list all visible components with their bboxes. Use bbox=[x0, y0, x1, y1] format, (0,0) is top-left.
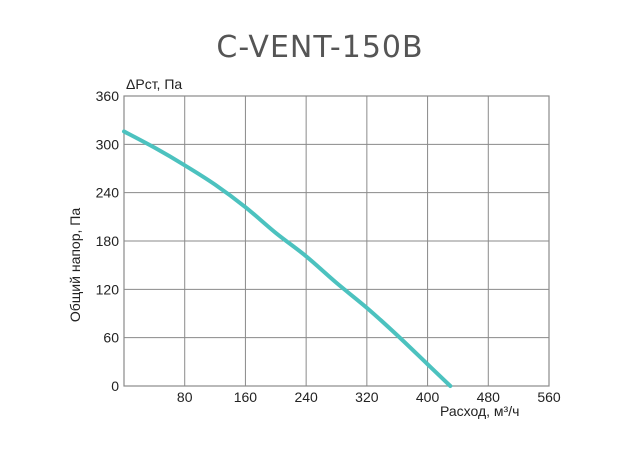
y-tick-labels: 0 60 120 180 240 300 360 bbox=[96, 88, 120, 394]
x-axis-label: Расход, м³/ч bbox=[440, 403, 519, 419]
y-tick-label: 360 bbox=[96, 88, 120, 104]
x-tick-label: 560 bbox=[537, 389, 561, 405]
chart-title: C-VENT-150B bbox=[216, 30, 424, 65]
y-tick-label: 0 bbox=[111, 378, 119, 394]
x-tick-label: 80 bbox=[177, 389, 193, 405]
x-tick-label: 320 bbox=[355, 389, 379, 405]
y-tick-label: 300 bbox=[96, 136, 120, 152]
y-tick-label: 120 bbox=[96, 281, 120, 297]
y-tick-label: 180 bbox=[96, 233, 120, 249]
series-layer bbox=[122, 129, 453, 388]
x-tick-label: 240 bbox=[294, 389, 318, 405]
series-line bbox=[122, 129, 453, 388]
x-tick-labels: 80 160 240 320 400 480 560 bbox=[177, 389, 561, 405]
x-tick-label: 160 bbox=[234, 389, 258, 405]
y-unit-label: ΔPст, Па bbox=[126, 76, 182, 92]
x-tick-label: 400 bbox=[416, 389, 440, 405]
grid bbox=[123, 95, 550, 387]
x-tick-label: 480 bbox=[477, 389, 501, 405]
y-axis-label: Общий напор, Па bbox=[67, 208, 83, 322]
y-tick-label: 240 bbox=[96, 185, 120, 201]
y-tick-label: 60 bbox=[103, 330, 119, 346]
